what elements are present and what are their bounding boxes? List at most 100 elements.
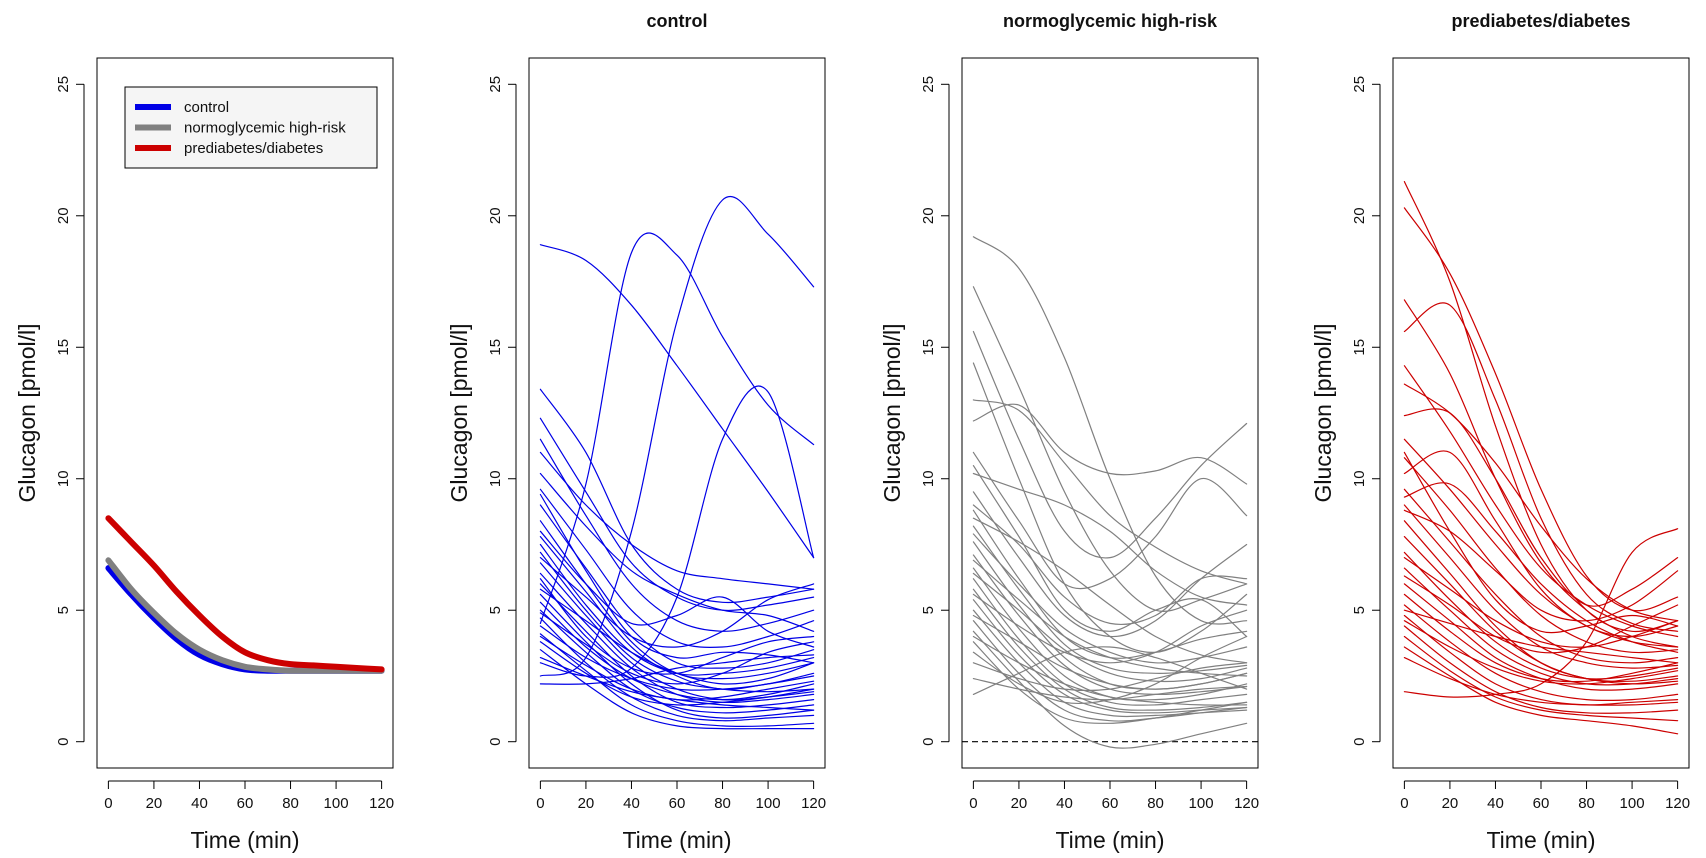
x-tick-label: 0 <box>104 795 112 812</box>
series-line-1 <box>539 244 815 559</box>
y-tick-label: 10 <box>1351 470 1368 487</box>
series-line-6 <box>1403 383 1679 622</box>
y-tick-label: 20 <box>1351 207 1368 224</box>
y-tick-label: 25 <box>487 76 504 93</box>
series-group <box>1403 181 1679 735</box>
chart-panel-2: control 0 20 40 60 80 100 120 Time (min) 0 5 10 15 20… <box>446 11 826 853</box>
x-tick-label: 80 <box>282 795 299 812</box>
y-tick-label: 15 <box>920 339 937 356</box>
series-line-23 <box>972 662 1248 692</box>
series-line-7 <box>972 451 1248 590</box>
y-tick-label: 5 <box>1351 606 1368 614</box>
series-line-28 <box>972 533 1248 664</box>
series-line-16 <box>539 583 815 709</box>
series-line-33 <box>972 635 1248 706</box>
series-line-35 <box>539 493 815 664</box>
series-line-5 <box>972 399 1248 585</box>
series-line-2 <box>105 557 385 674</box>
series-line-7 <box>1403 408 1679 607</box>
x-tick-label: 120 <box>1665 795 1690 812</box>
y-tick-label: 10 <box>920 470 937 487</box>
series-line-14 <box>1403 536 1679 683</box>
y-axis-label: Glucagon [pmol/l] <box>879 324 905 503</box>
series-line-16 <box>1403 567 1679 686</box>
series-line-27 <box>539 530 815 648</box>
series-group <box>539 196 815 730</box>
series-line-27 <box>972 465 1248 638</box>
series-line-23 <box>539 641 815 706</box>
x-axis-label: Time (min) <box>622 827 731 853</box>
series-line-9 <box>1403 457 1679 654</box>
series-line-3 <box>972 330 1248 559</box>
series-line-5 <box>539 388 815 604</box>
x-tick-label: 40 <box>191 795 208 812</box>
series-line-8 <box>539 472 815 632</box>
chart-panel-1: 0 20 40 60 80 100 120 Time (min) 0 5 10 15 20 25 Gluca… <box>14 57 394 853</box>
x-tick-label: 100 <box>1620 795 1645 812</box>
series-group <box>105 515 385 674</box>
x-tick-label: 120 <box>1234 795 1259 812</box>
y-tick-label: 25 <box>55 76 72 93</box>
series-line-20 <box>539 617 815 722</box>
series-line-23 <box>1403 646 1679 735</box>
y-tick-label: 15 <box>55 339 72 356</box>
series-line-26 <box>972 504 1248 626</box>
series-line-26 <box>539 557 815 648</box>
legend: control normoglycemic high-risk prediabete… <box>124 86 378 169</box>
x-tick-label: 120 <box>369 795 394 812</box>
series-line-4 <box>972 362 1248 653</box>
legend-entry: prediabetes/diabetes <box>184 140 323 157</box>
series-line-11 <box>972 525 1248 674</box>
x-tick-label: 40 <box>1487 795 1504 812</box>
y-tick-label: 20 <box>920 207 937 224</box>
x-tick-label: 20 <box>578 795 595 812</box>
x-tick-label: 80 <box>1578 795 1595 812</box>
series-line-4 <box>539 385 815 678</box>
series-line-17 <box>539 593 815 719</box>
series-line-22 <box>1403 635 1679 722</box>
plot-area <box>528 57 826 769</box>
y-tick-label: 0 <box>920 738 937 746</box>
series-line-29 <box>1403 609 1679 664</box>
series-line-9 <box>539 488 815 649</box>
y-tick-label: 20 <box>487 207 504 224</box>
x-tick-label: 0 <box>1400 795 1408 812</box>
plot-area <box>96 57 394 769</box>
series-line-25 <box>539 654 815 685</box>
series-line-6 <box>539 417 815 612</box>
y-tick-label: 5 <box>55 606 72 614</box>
legend-entry: control <box>184 99 229 116</box>
series-line-3 <box>539 196 815 677</box>
y-axis-label: Glucagon [pmol/l] <box>446 324 472 503</box>
series-line-34 <box>972 572 1248 683</box>
panel-title: control <box>647 11 708 31</box>
y-tick-label: 20 <box>55 207 72 224</box>
y-axis-label: Glucagon [pmol/l] <box>14 324 40 503</box>
series-line-10 <box>539 504 815 669</box>
series-line-3 <box>1403 299 1679 648</box>
y-tick-label: 10 <box>55 470 72 487</box>
series-line-2 <box>539 232 815 624</box>
series-line-24 <box>972 678 1248 701</box>
series-line-11 <box>1403 488 1679 664</box>
x-tick-label: 100 <box>756 795 781 812</box>
x-tick-label: 60 <box>1533 795 1550 812</box>
series-line-27 <box>1403 451 1679 634</box>
y-tick-label: 15 <box>1351 339 1368 356</box>
x-tick-label: 80 <box>1147 795 1164 812</box>
series-line-19 <box>539 609 815 714</box>
series-line-28 <box>1403 557 1679 648</box>
series-line-4 <box>1403 302 1679 632</box>
series-line-18 <box>1403 593 1679 683</box>
x-tick-label: 20 <box>146 795 163 812</box>
series-line-21 <box>539 625 815 691</box>
series-line-1 <box>972 236 1248 625</box>
x-tick-label: 20 <box>1442 795 1459 812</box>
plot-area <box>1392 57 1690 769</box>
series-line-15 <box>1403 551 1679 680</box>
series-line-7 <box>539 438 815 632</box>
series-line-22 <box>539 633 815 728</box>
series-line-31 <box>539 543 815 676</box>
